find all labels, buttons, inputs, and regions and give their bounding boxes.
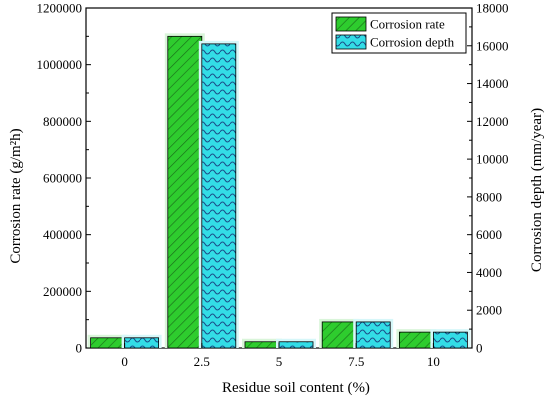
plot-frame: [85, 7, 473, 349]
x-tick-label: 5: [276, 354, 283, 369]
legend-swatch: [335, 16, 367, 32]
bar-corrosion-depth-2: [278, 341, 314, 349]
plot-area: [85, 7, 473, 349]
bar-corrosion-depth-0: [124, 337, 159, 349]
y-left-tick-label: 400000: [43, 227, 82, 242]
bars: [87, 33, 471, 349]
bar-corrosion-rate-0: [90, 337, 125, 349]
y-left-tick-label: 600000: [43, 171, 82, 186]
right-axis: 0 2000 4000 6000 8000 10000 12000 14000 16000 180…: [467, 1, 509, 356]
x-axis: 0 2.5 5 7.5 10: [121, 343, 440, 369]
y-right-tick-label: 10000: [476, 152, 509, 167]
x-tick-label: 7.5: [348, 354, 364, 369]
x-tick-label: 10: [427, 354, 440, 369]
legend: Corrosion rate Corrosion depth: [331, 12, 467, 54]
x-tick-label: 0: [121, 354, 128, 369]
bar-corrosion-rate-4: [398, 331, 434, 349]
y-axis-right-label: Corrosion depth (mm/year): [529, 108, 545, 272]
y-left-tick-label: 200000: [43, 284, 82, 299]
bar-corrosion-depth-1: [201, 43, 237, 349]
left-axis: 0 200000 400000 600000 800000 1000000 1200000: [37, 1, 91, 356]
y-right-tick-label: 6000: [476, 227, 502, 242]
y-right-tick-label: 14000: [476, 76, 509, 91]
legend-label: Corrosion rate: [370, 17, 445, 32]
bar-corrosion-rate-1: [167, 35, 203, 349]
legend-swatch: [335, 34, 367, 50]
bar-corrosion-rate-2: [244, 341, 280, 349]
bar-corrosion-rate-3: [321, 321, 357, 349]
y-axis-left-label: Corrosion rate (g/m²h): [8, 128, 24, 263]
bar-corrosion-depth-3: [355, 321, 391, 349]
y-left-tick-label: 1000000: [37, 57, 83, 72]
y-right-tick-label: 18000: [476, 1, 509, 16]
y-right-tick-label: 2000: [476, 303, 502, 318]
y-right-tick-label: 8000: [476, 189, 502, 204]
legend-label: Corrosion depth: [370, 35, 455, 50]
x-axis-label: Residue soil content (%): [222, 380, 370, 396]
y-left-tick-label: 800000: [43, 114, 82, 129]
y-right-tick-label: 12000: [476, 114, 509, 129]
y-left-tick-label: 0: [76, 341, 83, 356]
y-right-tick-label: 0: [476, 341, 483, 356]
bar-corrosion-depth-4: [432, 331, 468, 349]
y-right-tick-label: 16000: [476, 38, 509, 53]
x-tick-label: 2.5: [194, 354, 210, 369]
y-left-tick-label: 1200000: [37, 1, 83, 16]
y-right-tick-label: 4000: [476, 265, 502, 280]
